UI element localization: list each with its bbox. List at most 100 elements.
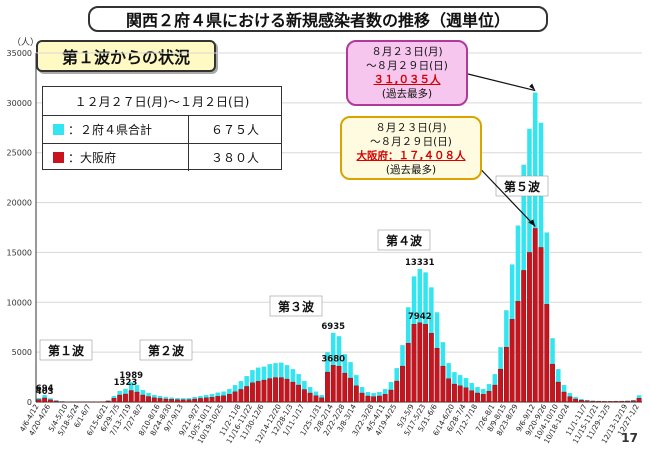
y-tick-label: 0 bbox=[27, 398, 32, 407]
osaka-bar bbox=[221, 395, 226, 403]
osaka-bar bbox=[607, 401, 613, 403]
osaka-bar bbox=[527, 252, 532, 403]
osaka-bar bbox=[117, 394, 123, 403]
callout-osaka-line1: ８月２３日(月) bbox=[375, 122, 447, 134]
osaka-bar bbox=[578, 400, 584, 403]
osaka-bar bbox=[157, 398, 163, 403]
wave-label-box bbox=[39, 339, 93, 361]
osaka-bar bbox=[330, 365, 336, 403]
osaka-bar bbox=[376, 395, 382, 403]
y-tick-label: 35000 bbox=[7, 49, 32, 58]
wave-label: 第２波 bbox=[148, 343, 185, 358]
total-swatch-icon bbox=[53, 124, 64, 135]
osaka-bar bbox=[301, 389, 307, 403]
osaka-bar bbox=[521, 270, 527, 403]
osaka-bar bbox=[509, 319, 515, 403]
osaka-bar bbox=[42, 397, 48, 403]
osaka-bar bbox=[296, 384, 302, 403]
osaka-bar bbox=[434, 348, 440, 403]
osaka-bar bbox=[151, 397, 157, 403]
callout-osaka-note: (過去最多) bbox=[385, 164, 437, 176]
osaka-bar bbox=[209, 397, 215, 403]
osaka-bar bbox=[203, 397, 209, 403]
page-number: 17 bbox=[621, 431, 638, 445]
osaka-bar bbox=[550, 363, 555, 403]
osaka-bar bbox=[492, 384, 498, 403]
osaka-bar bbox=[128, 390, 134, 403]
callout-total-peak: ８月２３日(月) 〜８月２９日(日) ３１,０３５人 (過去最多) bbox=[346, 40, 468, 106]
legend-label-osaka: ：大阪府 bbox=[68, 151, 117, 165]
osaka-bar bbox=[590, 400, 596, 403]
osaka-bar bbox=[348, 377, 353, 403]
osaka-bar bbox=[290, 381, 296, 403]
callout-osaka-peak: ８月２３日(月) 〜８月２９日(日) 大阪府：１７,４０８人 (過去最多) bbox=[340, 116, 482, 180]
wave-label: 第４波 bbox=[386, 233, 423, 248]
osaka-bar bbox=[417, 322, 423, 403]
osaka-bar bbox=[515, 301, 521, 403]
osaka-bar bbox=[319, 397, 325, 403]
osaka-bar bbox=[630, 400, 636, 403]
callout-osaka-value: 大阪府：１７,４０８人 bbox=[356, 150, 466, 162]
osaka-bar bbox=[584, 400, 590, 403]
osaka-bar bbox=[313, 395, 319, 403]
osaka-bar bbox=[440, 365, 446, 403]
osaka-bar bbox=[469, 390, 475, 403]
osaka-bar bbox=[503, 347, 509, 403]
wave-label-box bbox=[377, 229, 431, 251]
osaka-bar bbox=[226, 394, 232, 403]
data-label: 403 bbox=[36, 387, 54, 397]
data-label: 1989 bbox=[119, 371, 143, 381]
y-tick-label: 30000 bbox=[7, 99, 32, 108]
osaka-bar bbox=[250, 382, 255, 403]
osaka-bar bbox=[105, 400, 111, 403]
y-axis-unit: （人） bbox=[12, 38, 40, 48]
osaka-bar bbox=[180, 399, 186, 403]
callout-total-line2: 〜８月２９日(日) bbox=[366, 60, 448, 72]
callout-total-note: (過去最多) bbox=[381, 88, 433, 100]
osaka-bar bbox=[255, 381, 261, 403]
osaka-bar bbox=[619, 401, 625, 403]
y-tick-label: 20000 bbox=[7, 199, 32, 208]
osaka-bar bbox=[278, 377, 284, 403]
data-label: 3680 bbox=[321, 354, 345, 364]
osaka-bar bbox=[336, 365, 342, 403]
osaka-bar bbox=[382, 394, 388, 403]
legend-period: １２月２７日(月)〜１月２日(日) bbox=[43, 87, 281, 116]
osaka-bar bbox=[134, 391, 140, 403]
osaka-bar bbox=[198, 398, 203, 403]
data-label: 1323 bbox=[114, 378, 138, 388]
arrow-head-total bbox=[529, 83, 536, 91]
data-label: 7942 bbox=[408, 312, 432, 322]
osaka-bar bbox=[163, 398, 169, 403]
osaka-bar bbox=[261, 379, 267, 403]
osaka-bar bbox=[532, 228, 538, 403]
osaka-bar bbox=[636, 398, 642, 403]
legend-row-total: ：２府４県合計 ６７５人 bbox=[43, 116, 281, 144]
y-tick-label: 25000 bbox=[7, 149, 32, 158]
osaka-bar bbox=[625, 400, 630, 403]
osaka-bar bbox=[457, 385, 463, 403]
osaka-bar bbox=[307, 392, 313, 403]
osaka-bar bbox=[613, 401, 619, 403]
osaka-bar bbox=[452, 383, 457, 403]
osaka-bar bbox=[146, 396, 151, 403]
osaka-bar bbox=[555, 381, 561, 403]
osaka-bar bbox=[596, 401, 602, 403]
osaka-bar bbox=[215, 396, 221, 403]
data-label: 6935 bbox=[321, 322, 345, 332]
osaka-bar bbox=[405, 343, 411, 403]
osaka-bar bbox=[602, 401, 607, 403]
callout-osaka-line2: 〜８月２９日(日) bbox=[370, 136, 452, 148]
osaka-bar bbox=[36, 399, 42, 403]
osaka-bar bbox=[140, 394, 146, 403]
osaka-bar bbox=[573, 398, 579, 403]
osaka-bar bbox=[567, 396, 573, 403]
callout-total-value: ３１,０３５人 bbox=[373, 74, 441, 86]
osaka-bar bbox=[273, 377, 278, 403]
osaka-bar bbox=[371, 396, 377, 403]
wave-label: 第３波 bbox=[278, 299, 315, 314]
osaka-bar bbox=[186, 399, 192, 403]
osaka-bar bbox=[359, 392, 365, 403]
legend-row-osaka: ：大阪府 ３８０人 bbox=[43, 144, 281, 171]
